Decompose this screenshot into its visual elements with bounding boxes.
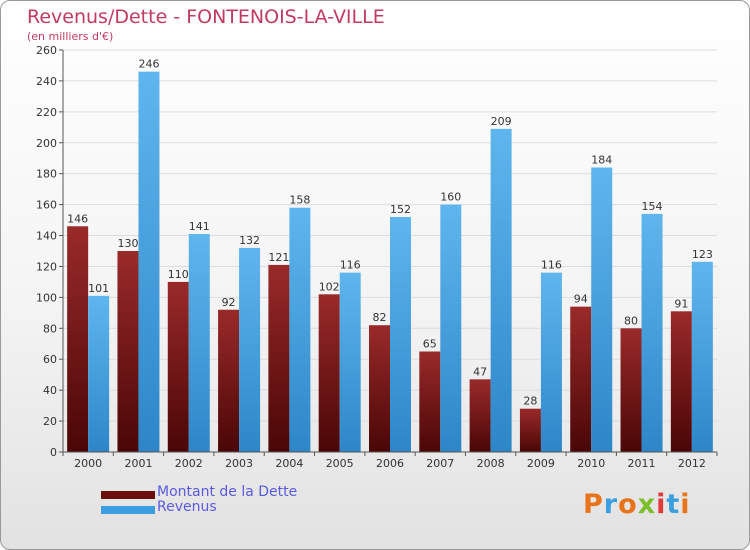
logo-letter: P (583, 489, 604, 520)
y-tick-label: 80 (43, 322, 57, 335)
x-tick-label: 2000 (74, 457, 102, 470)
y-tick-label: 20 (43, 415, 57, 428)
data-label-dette: 146 (67, 212, 88, 225)
data-label-revenus: 123 (692, 248, 713, 261)
data-label-revenus: 132 (239, 234, 260, 247)
bar-revenus (88, 295, 110, 452)
bar-dette (519, 408, 541, 452)
x-tick-label: 2012 (678, 457, 706, 470)
logo-letter: t (666, 489, 681, 520)
y-tick-label: 260 (36, 44, 57, 57)
x-tick-label: 2001 (124, 457, 152, 470)
x-tick-label: 2007 (426, 457, 454, 470)
y-tick-label: 240 (36, 75, 57, 88)
data-label-revenus: 160 (440, 191, 461, 204)
data-label-dette: 121 (268, 251, 289, 264)
logo-letter: i (656, 489, 667, 520)
y-tick-label: 180 (36, 168, 57, 181)
data-label-revenus: 101 (88, 282, 109, 295)
bar-dette (117, 251, 139, 452)
bar-dette (218, 309, 240, 452)
bar-revenus (440, 204, 462, 452)
data-label-revenus: 246 (138, 58, 159, 71)
bar-revenus (289, 207, 311, 452)
bar-revenus (239, 247, 261, 452)
bar-dette (670, 311, 692, 452)
data-label-revenus: 158 (289, 194, 310, 207)
data-label-dette: 82 (373, 311, 387, 324)
y-tick-label: 60 (43, 353, 57, 366)
y-tick-label: 160 (36, 199, 57, 212)
data-label-revenus: 152 (390, 203, 411, 216)
y-tick-label: 0 (50, 446, 57, 459)
bar-dette (369, 325, 390, 452)
data-label-dette: 91 (674, 297, 688, 310)
data-label-revenus: 141 (189, 220, 210, 233)
data-label-dette: 110 (168, 268, 189, 281)
bar-revenus (188, 233, 210, 452)
y-tick-label: 220 (36, 106, 57, 119)
legend-swatch-dette (101, 491, 155, 499)
proxiti-logo: Proxiti (583, 489, 691, 520)
bar-dette (419, 351, 441, 452)
data-label-dette: 102 (319, 280, 340, 293)
x-tick-label: 2006 (376, 457, 404, 470)
bar-revenus (138, 71, 160, 453)
data-label-revenus: 116 (340, 259, 361, 272)
y-axis-ticks: 0 20 40 60 80 100 120 140 160 180 200 220 240 260 (36, 44, 63, 459)
chart-subtitle: (en milliers d'€) (27, 30, 114, 43)
data-label-dette: 65 (423, 338, 437, 351)
data-label-dette: 92 (222, 296, 236, 309)
bars (67, 71, 713, 453)
legend-swatch-revenus (101, 506, 155, 514)
bar-dette (318, 294, 340, 452)
logo-letter: x (637, 489, 657, 520)
bar-revenus (339, 272, 361, 452)
y-tick-label: 40 (43, 384, 57, 397)
data-label-dette: 80 (624, 314, 638, 327)
bar-revenus (691, 261, 713, 452)
x-tick-label: 2004 (275, 457, 303, 470)
bar-revenus (591, 167, 613, 452)
bar-revenus (641, 213, 663, 452)
bar-revenus (390, 216, 411, 452)
x-tick-label: 2002 (175, 457, 203, 470)
data-label-dette: 130 (117, 237, 138, 250)
data-label-revenus: 154 (642, 200, 663, 213)
data-labels: 1461011302461101419213212115810211682152… (67, 58, 713, 408)
y-tick-label: 100 (36, 291, 57, 304)
x-tick-label: 2009 (527, 457, 555, 470)
x-tick-label: 2011 (628, 457, 656, 470)
chart-title: Revenus/Dette - FONTENOIS-LA-VILLE (27, 6, 385, 28)
logo-letter: o (618, 489, 638, 520)
data-label-revenus: 184 (591, 154, 612, 167)
x-tick-label: 2010 (577, 457, 605, 470)
y-tick-label: 140 (36, 230, 57, 243)
data-label-dette: 47 (473, 365, 487, 378)
data-label-dette: 28 (523, 395, 537, 408)
x-tick-label: 2003 (225, 457, 253, 470)
y-tick-label: 200 (36, 137, 57, 150)
legend-label-revenus: Revenus (157, 499, 217, 515)
logo-letter: i (680, 489, 691, 520)
y-tick-label: 120 (36, 260, 57, 273)
x-axis-ticks: 2000 2001 2002 2003 2004 2005 2006 2007 2008 2009… (62, 452, 718, 470)
legend-label-dette: Montant de la Dette (157, 484, 298, 500)
logo-letter: r (603, 489, 619, 520)
bar-dette (620, 328, 642, 452)
bar-dette (67, 226, 89, 452)
bar-revenus (540, 272, 562, 452)
x-tick-label: 2008 (477, 457, 505, 470)
bar-dette (570, 306, 592, 452)
data-label-revenus: 209 (491, 115, 512, 128)
bar-dette (167, 281, 189, 452)
bar-dette (268, 264, 290, 452)
x-tick-label: 2005 (326, 457, 354, 470)
data-label-dette: 94 (574, 293, 588, 306)
data-label-revenus: 116 (541, 259, 562, 272)
bar-revenus (490, 128, 512, 452)
bar-dette (469, 379, 491, 452)
